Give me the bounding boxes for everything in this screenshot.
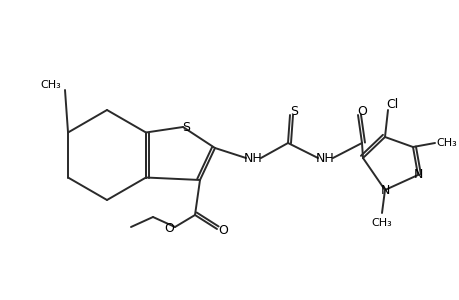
Text: O: O — [356, 104, 366, 118]
Text: O: O — [218, 224, 228, 238]
Text: N: N — [380, 184, 389, 196]
Text: CH₃: CH₃ — [371, 218, 392, 228]
Text: CH₃: CH₃ — [436, 138, 456, 148]
Text: Cl: Cl — [385, 98, 397, 110]
Text: O: O — [164, 223, 174, 236]
Text: NH: NH — [243, 152, 262, 164]
Text: NH: NH — [315, 152, 334, 164]
Text: S: S — [182, 121, 190, 134]
Text: N: N — [413, 169, 422, 182]
Text: S: S — [289, 104, 297, 118]
Text: CH₃: CH₃ — [40, 80, 61, 90]
